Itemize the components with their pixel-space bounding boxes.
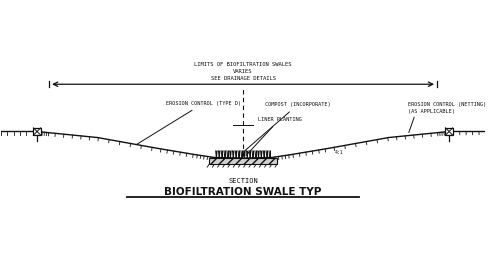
Text: BIOFILTRATION SWALE TYP: BIOFILTRATION SWALE TYP: [164, 187, 321, 197]
Text: COMPOST (INCORPORATE): COMPOST (INCORPORATE): [243, 102, 330, 151]
Text: LIMITS OF BIOFILTRATION SWALES
VARIES
SEE DRAINAGE DETAILS: LIMITS OF BIOFILTRATION SWALES VARIES SE…: [194, 62, 291, 81]
Text: 4:1: 4:1: [335, 150, 343, 155]
Bar: [34, 128, 41, 135]
Text: LINER PLANTING: LINER PLANTING: [245, 117, 301, 155]
Text: EROSION CONTROL (NETTING)
(AS APPLICABLE): EROSION CONTROL (NETTING) (AS APPLICABLE…: [407, 103, 485, 114]
Text: EROSION CONTROL (TYPE D): EROSION CONTROL (TYPE D): [136, 101, 240, 145]
Bar: [209, 158, 277, 164]
Bar: [444, 128, 452, 135]
Text: SECTION: SECTION: [228, 178, 258, 184]
